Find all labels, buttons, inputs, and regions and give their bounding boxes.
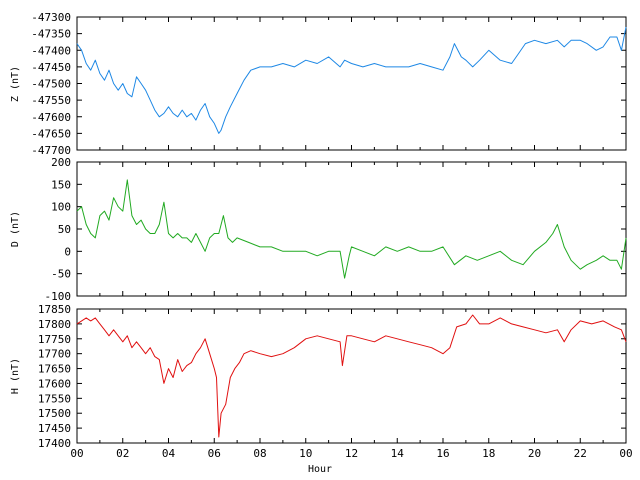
h-ytick-label: 17750 — [38, 333, 71, 346]
z-ytick-label: -47350 — [31, 28, 71, 41]
x-tick-label: 20 — [528, 447, 541, 460]
d-ytick-label: 200 — [51, 156, 71, 169]
h-ytick-label: 17800 — [38, 318, 71, 331]
h-ytick-label: 17700 — [38, 348, 71, 361]
x-tick-label: 08 — [253, 447, 266, 460]
h-ytick-label: 17450 — [38, 422, 71, 435]
h-ytick-label: 17550 — [38, 392, 71, 405]
z-ytick-label: -47700 — [31, 144, 71, 157]
x-tick-label: 06 — [208, 447, 221, 460]
h-ytick-label: 17650 — [38, 363, 71, 376]
x-tick-label: 00 — [619, 447, 632, 460]
z-ytick-label: -47550 — [31, 94, 71, 107]
h-ytick-label: 17850 — [38, 303, 71, 316]
x-tick-label: 12 — [345, 447, 358, 460]
chart-marks: -47300 -47350 -47400 -47450 -47500 -47550 -476… — [31, 11, 632, 460]
d-panel-frame — [76, 161, 627, 297]
h-panel-frame — [76, 308, 627, 444]
x-tick-label: 16 — [436, 447, 449, 460]
d-ytick-label: 50 — [58, 223, 71, 236]
d-ytick-label: -50 — [51, 268, 71, 281]
h-ytick-label: 17600 — [38, 377, 71, 390]
z-series-line — [76, 26, 627, 134]
h-axis-title: H (nT) — [10, 358, 21, 394]
d-ytick-label: -100 — [45, 290, 72, 303]
x-axis-title: Hour — [308, 464, 332, 475]
z-ytick-label: -47650 — [31, 127, 71, 140]
x-tick-label: 02 — [116, 447, 129, 460]
d-axis-title: D (nT) — [10, 211, 21, 247]
x-tick-label: 18 — [482, 447, 495, 460]
z-ytick-label: -47400 — [31, 44, 71, 57]
z-ytick-label: -47500 — [31, 78, 71, 91]
h-ytick-label: 17500 — [38, 407, 71, 420]
d-ytick-label: 100 — [51, 201, 71, 214]
z-ytick-label: -47600 — [31, 111, 71, 124]
x-tick-label: 22 — [574, 447, 587, 460]
x-tick-label: 10 — [299, 447, 312, 460]
d-ytick-label: 0 — [64, 245, 71, 258]
z-panel-frame — [76, 16, 627, 151]
x-tick-label: 14 — [391, 447, 405, 460]
d-ytick-label: 150 — [51, 178, 71, 191]
h-ytick-label: 17400 — [38, 437, 71, 450]
x-tick-label: 04 — [162, 447, 176, 460]
z-ytick-label: -47300 — [31, 11, 71, 24]
z-axis-title: Z (nT) — [10, 66, 21, 102]
d-series-line — [76, 179, 627, 279]
h-series-line — [76, 314, 627, 438]
z-ytick-label: -47450 — [31, 61, 71, 74]
x-tick-label: 00 — [70, 447, 83, 460]
